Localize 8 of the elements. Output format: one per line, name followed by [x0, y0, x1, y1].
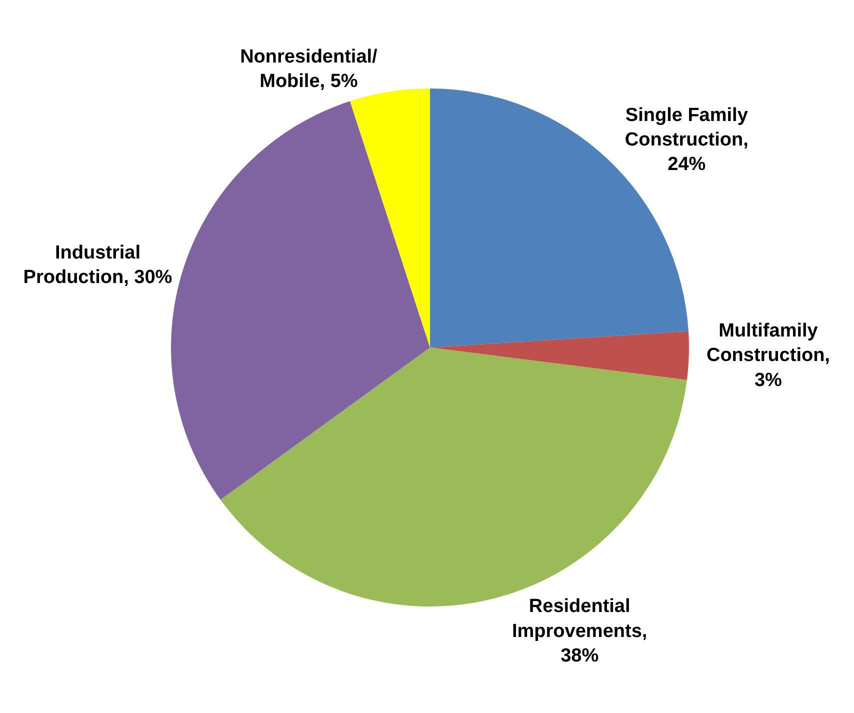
slice-label: Industrial Production, 30% — [23, 242, 172, 288]
pie-slice — [171, 101, 430, 500]
slice-label: Nonresidential/Mobile, 5% — [240, 46, 378, 92]
pie-slice — [430, 331, 689, 380]
slice-label: Residential Improvements, 38% — [512, 596, 648, 667]
pie-slice — [350, 88, 430, 348]
slice-label: Multifamily Construction, 3% — [706, 320, 830, 391]
slice-label: Single Family Construction, 24% — [624, 104, 748, 176]
